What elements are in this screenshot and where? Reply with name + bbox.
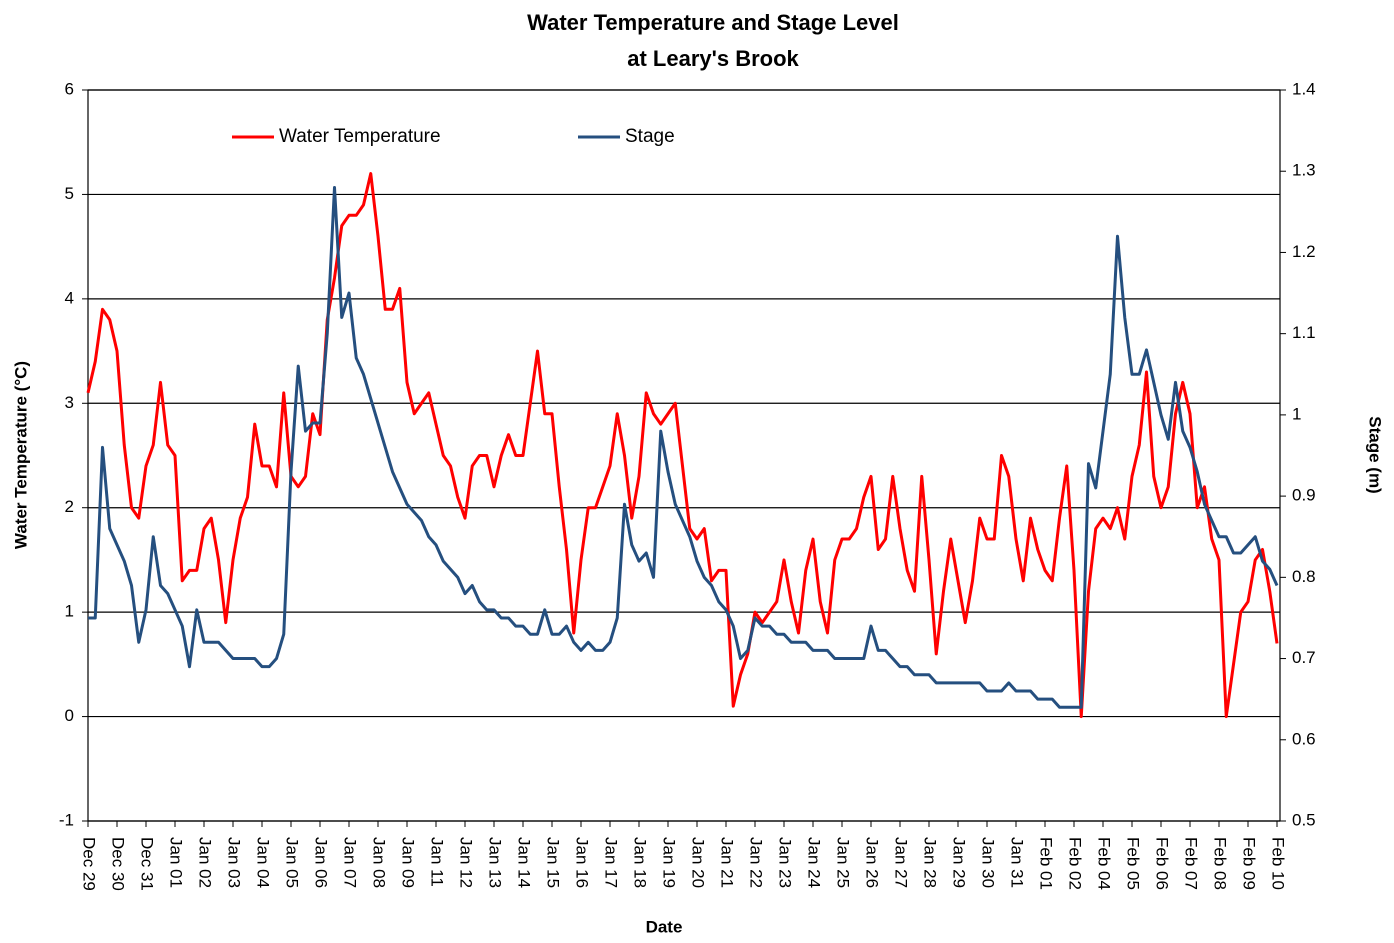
x-tick-label: Feb 10 <box>1269 837 1288 890</box>
x-tick-label: Jan 12 <box>457 837 476 888</box>
y2-tick-label: 0.5 <box>1292 810 1316 829</box>
y-tick-label: 5 <box>65 184 74 203</box>
y-tick-label: 0 <box>65 706 74 725</box>
y2-axis-label: Stage (m) <box>1366 416 1385 493</box>
plot-area <box>87 89 1281 822</box>
y-tick-label: 2 <box>65 497 74 516</box>
x-tick-label: Dec 30 <box>109 837 128 891</box>
x-tick-label: Jan 26 <box>863 837 882 888</box>
chart-title: Water Temperature and Stage Level <box>527 10 899 35</box>
x-tick-label: Jan 14 <box>515 837 534 888</box>
y2-tick-label: 0.9 <box>1292 486 1316 505</box>
chart-subtitle: at Leary's Brook <box>627 46 799 71</box>
x-tick-label: Jan 03 <box>225 837 244 888</box>
y-tick-label: 1 <box>65 602 74 621</box>
y-tick-label: -1 <box>59 810 74 829</box>
x-tick-label: Jan 25 <box>834 837 853 888</box>
y2-tick-label: 1.3 <box>1292 161 1316 180</box>
y2-tick-label: 1.4 <box>1292 79 1316 98</box>
y2-tick-label: 1 <box>1292 404 1301 423</box>
x-tick-label: Jan 08 <box>370 837 389 888</box>
x-tick-label: Jan 09 <box>399 837 418 888</box>
x-tick-label: Jan 05 <box>283 837 302 888</box>
x-tick-label: Jan 02 <box>196 837 215 888</box>
x-tick-label: Dec 31 <box>138 837 157 891</box>
legend-label: Water Temperature <box>279 126 441 147</box>
legend-label: Stage <box>625 126 675 147</box>
y-axis-label: Water Temperature (°C) <box>11 361 30 549</box>
y2-tick-label: 0.6 <box>1292 729 1316 748</box>
x-tick-label: Jan 31 <box>1008 837 1027 888</box>
x-tick-label: Jan 19 <box>660 837 679 888</box>
x-tick-label: Jan 23 <box>776 837 795 888</box>
x-tick-label: Feb 08 <box>1211 837 1230 890</box>
x-tick-label: Feb 02 <box>1066 837 1085 890</box>
x-tick-label: Jan 17 <box>602 837 621 888</box>
y-tick-label: 6 <box>65 79 74 98</box>
x-tick-label: Jan 30 <box>979 837 998 888</box>
x-tick-label: Jan 15 <box>544 837 563 888</box>
x-tick-label: Feb 06 <box>1153 837 1172 890</box>
y2-tick-label: 0.8 <box>1292 567 1316 586</box>
series-line <box>86 172 1279 719</box>
x-tick-label: Jan 24 <box>805 837 824 888</box>
x-tick-label: Feb 04 <box>1095 837 1114 890</box>
x-tick-label: Jan 16 <box>573 837 592 888</box>
x-tick-label: Feb 09 <box>1240 837 1259 890</box>
x-tick-label: Jan 07 <box>341 837 360 888</box>
x-tick-label: Jan 06 <box>312 837 331 888</box>
x-tick-label: Feb 01 <box>1037 837 1056 890</box>
x-tick-label: Jan 04 <box>254 837 273 888</box>
series-line <box>88 185 1279 709</box>
y-tick-label: 4 <box>65 288 74 307</box>
x-tick-label: Jan 01 <box>167 837 186 888</box>
x-tick-label: Jan 27 <box>892 837 911 888</box>
y2-tick-label: 0.7 <box>1292 648 1316 667</box>
x-axis-label: Date <box>646 917 683 936</box>
x-tick-label: Jan 13 <box>486 837 505 888</box>
x-tick-label: Jan 28 <box>921 837 940 888</box>
x-tick-label: Feb 05 <box>1124 837 1143 890</box>
y-tick-label: 3 <box>65 393 74 412</box>
x-tick-label: Jan 11 <box>428 837 447 887</box>
x-tick-label: Feb 07 <box>1182 837 1201 890</box>
y2-tick-label: 1.2 <box>1292 242 1316 261</box>
x-tick-label: Jan 29 <box>950 837 969 888</box>
x-tick-label: Jan 22 <box>747 837 766 888</box>
x-tick-label: Jan 21 <box>718 837 737 888</box>
x-tick-label: Jan 18 <box>631 837 650 888</box>
x-tick-label: Jan 20 <box>689 837 708 888</box>
x-tick-label: Dec 29 <box>80 837 99 891</box>
y2-tick-label: 1.1 <box>1292 323 1316 342</box>
